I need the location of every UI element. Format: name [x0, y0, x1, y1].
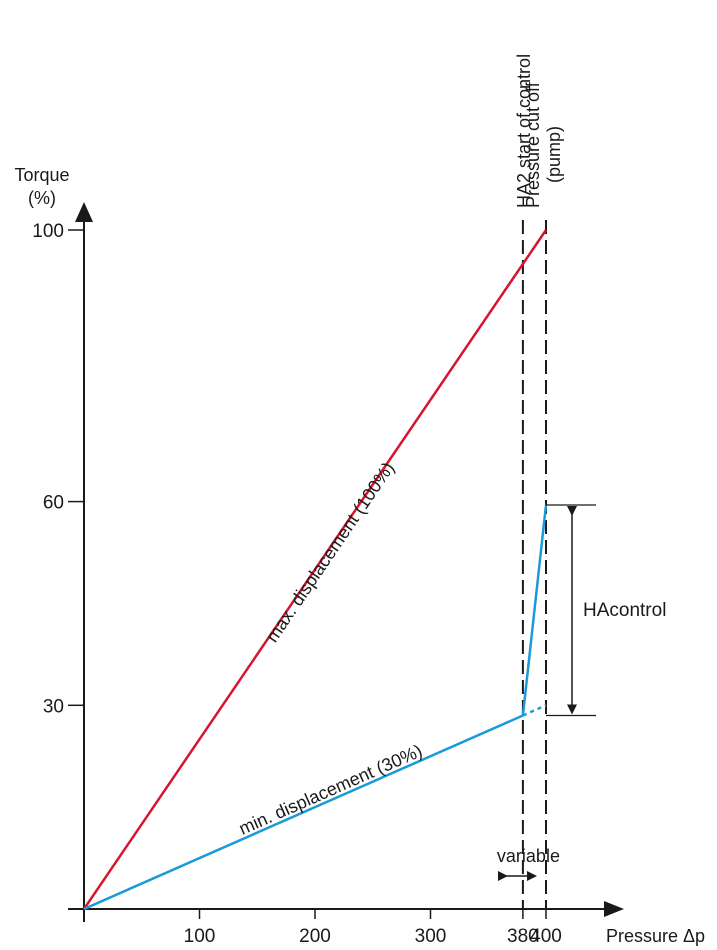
- x-tick-label-400: 400: [530, 926, 562, 947]
- pressure-cutoff-label-line2: (pump): [544, 126, 564, 183]
- min-displacement-extension-line: [522, 704, 547, 717]
- min-displacement-line: [83, 714, 524, 911]
- x-tick-label-200: 200: [299, 926, 331, 947]
- min-displacement-label: min. displacement (30%): [236, 741, 425, 839]
- y-tick-label-100: 100: [32, 221, 64, 242]
- y-axis-title-line2: (%): [28, 188, 56, 208]
- x-tick-label-380: 380: [507, 926, 539, 947]
- y-axis-ticks: 30 60 100: [32, 221, 84, 717]
- ha2-start-label: HA2 start of control: [514, 54, 534, 208]
- max-displacement-label: max. displacement (100%): [262, 458, 398, 645]
- y-axis-arrow: [75, 202, 93, 222]
- ha-control-label: HAcontrol: [583, 600, 666, 621]
- x-axis-title: Pressure Δp: [606, 926, 705, 946]
- x-tick-label-100: 100: [184, 926, 216, 947]
- y-axis-title-line1: Torque: [14, 165, 69, 185]
- x-tick-label-300: 300: [415, 926, 447, 947]
- max-displacement-line: [82, 229, 548, 910]
- ha-control-line: [521, 504, 548, 716]
- pressure-cutoff-label-line1: Pressure cut off: [523, 81, 543, 208]
- variable-label: variable: [497, 846, 560, 866]
- y-tick-label-60: 60: [43, 493, 64, 514]
- y-tick-label-30: 30: [43, 696, 64, 717]
- x-axis-arrow: [604, 901, 624, 917]
